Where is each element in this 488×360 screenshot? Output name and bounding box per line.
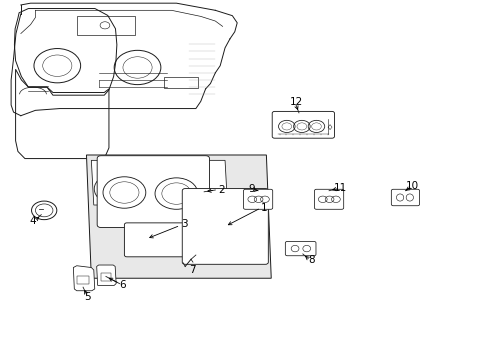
FancyBboxPatch shape [182,189,268,264]
FancyBboxPatch shape [97,156,209,228]
FancyBboxPatch shape [314,189,343,209]
Polygon shape [73,266,95,291]
FancyBboxPatch shape [390,189,419,206]
Text: 12: 12 [289,97,302,107]
Polygon shape [97,265,116,285]
Text: 1: 1 [260,203,267,213]
Text: 5: 5 [84,292,91,302]
Text: 11: 11 [333,183,346,193]
FancyBboxPatch shape [124,223,197,257]
Text: 8: 8 [307,255,314,265]
FancyBboxPatch shape [285,242,315,256]
Text: 9: 9 [247,184,254,194]
Text: 3: 3 [181,219,187,229]
Text: 6: 6 [120,280,126,290]
Text: 10: 10 [405,181,418,191]
FancyBboxPatch shape [243,189,272,209]
Text: 7: 7 [188,265,195,275]
Polygon shape [91,160,227,205]
Text: 4: 4 [30,216,36,226]
Polygon shape [86,155,271,278]
FancyBboxPatch shape [272,111,334,138]
Text: 2: 2 [217,185,224,195]
Circle shape [31,201,57,220]
